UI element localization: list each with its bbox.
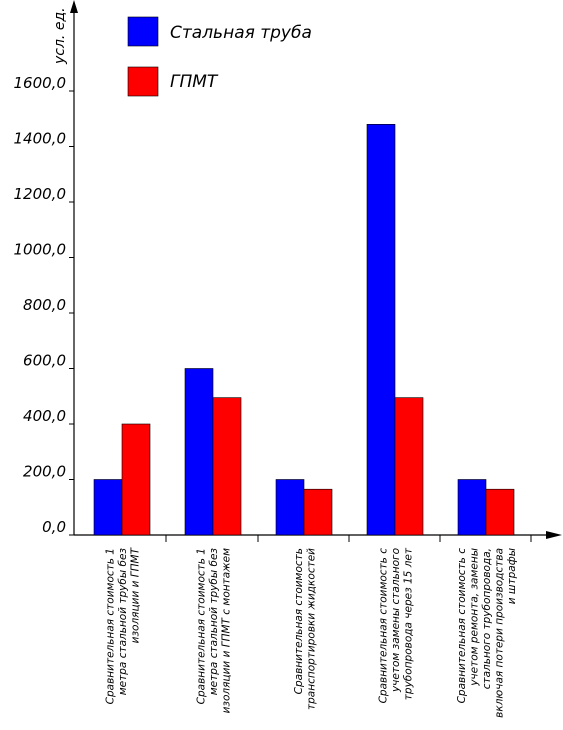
category-label-line: Сравнительная стоимость с: [456, 548, 468, 704]
y-tick-label: 400,0: [23, 407, 66, 425]
legend-swatch-gpmt: [127, 66, 159, 97]
y-tick-label: 600,0: [23, 352, 66, 370]
category-label-line: и штрафы: [506, 548, 518, 604]
y-axis-arrow: [70, 0, 78, 13]
bars: [93, 124, 515, 536]
category-label-line: включая потери производства: [494, 548, 506, 718]
bar-gpmt-4: [394, 397, 424, 536]
y-tick-label: 1000,0: [14, 241, 67, 259]
bar-gpmt-5: [485, 488, 515, 536]
y-axis-label: усл. ед.: [52, 7, 68, 65]
bar-steel-5: [457, 479, 487, 536]
bar-steel-1: [93, 479, 123, 536]
category-label-line: изоляции и ГПМТ: [130, 546, 142, 643]
x-ticks: [165, 535, 532, 542]
category-label-line: трубопровода через 15 лет: [403, 547, 415, 700]
category-label-line: учетом ремонта, замены: [469, 548, 481, 687]
category-label-line: изоляции и ГПМТ с монтажем: [221, 548, 233, 714]
legend-label-steel: Стальная труба: [170, 23, 312, 43]
category-label-line: Сравнительная стоимость 1: [105, 548, 117, 704]
y-tick-label: 200,0: [23, 463, 66, 481]
category-label-line: Сравнительная стоимость 1: [196, 548, 208, 704]
y-tick-label: 1400,0: [14, 130, 67, 148]
bar-gpmt-2: [212, 397, 242, 536]
legend-label-gpmt: ГПМТ: [170, 72, 219, 92]
category-label-line: метра стальной трубы без: [208, 548, 220, 696]
category-label-line: стального трубопровода,: [481, 548, 493, 689]
bar-gpmt-3: [303, 488, 333, 536]
bar-steel-4: [366, 124, 396, 536]
bar-gpmt-1: [121, 423, 151, 536]
bar-steel-2: [184, 368, 214, 536]
y-tick-label: 1600,0: [14, 74, 67, 92]
category-label-line: Сравнительная стоимость: [293, 548, 305, 694]
legend-swatch-steel: [127, 16, 159, 47]
bar-steel-3: [275, 479, 305, 536]
y-ticks: 0,0 200,0 400,0 600,0 800,0 1000,0 1200,0 1400,…: [14, 74, 74, 536]
y-tick-label: 800,0: [23, 296, 66, 314]
x-axis-arrow: [546, 531, 562, 539]
category-label-line: транспортировки жидкостей: [305, 548, 317, 710]
category-label-line: учетом замены стального: [390, 548, 402, 693]
y-tick-label: 1200,0: [14, 185, 67, 203]
legend: Стальная труба ГПМТ: [127, 16, 312, 97]
category-labels: Сравнительная стоимость 1 метра стальной …: [105, 546, 519, 717]
category-label-line: метра стальной трубы без: [117, 548, 129, 696]
category-label-line: Сравнительная стоимость с: [378, 548, 390, 704]
y-tick-label: 0,0: [42, 518, 66, 536]
